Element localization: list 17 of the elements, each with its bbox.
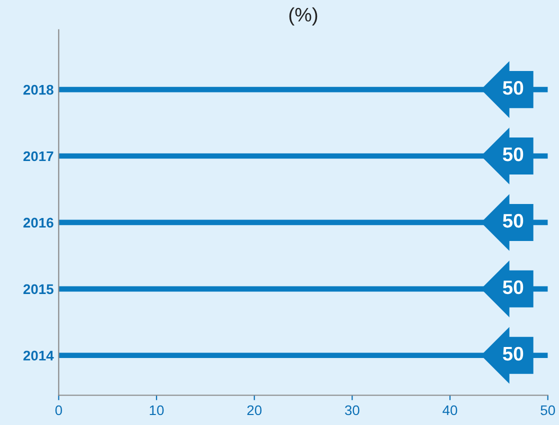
y-tick-label: 2017 — [23, 151, 54, 162]
x-tick-label: 40 — [442, 405, 458, 416]
data-label: 50 — [502, 214, 524, 228]
y-tick-label: 2014 — [23, 350, 54, 361]
chart-title: (%) — [289, 7, 318, 26]
data-label: 50 — [502, 81, 524, 95]
y-tick-label: 2015 — [23, 284, 54, 294]
x-tick-label: 20 — [247, 405, 262, 416]
x-tick-label: 0 — [55, 405, 62, 416]
data-label: 50 — [502, 280, 524, 294]
data-label: 50 — [502, 147, 524, 162]
y-tick-label: 2018 — [23, 84, 54, 95]
x-tick-label: 50 — [540, 405, 555, 416]
data-label: 50 — [502, 346, 524, 361]
x-tick-label: 30 — [344, 405, 360, 416]
x-tick-label: 10 — [150, 405, 164, 416]
y-tick-label: 2016 — [23, 218, 54, 228]
